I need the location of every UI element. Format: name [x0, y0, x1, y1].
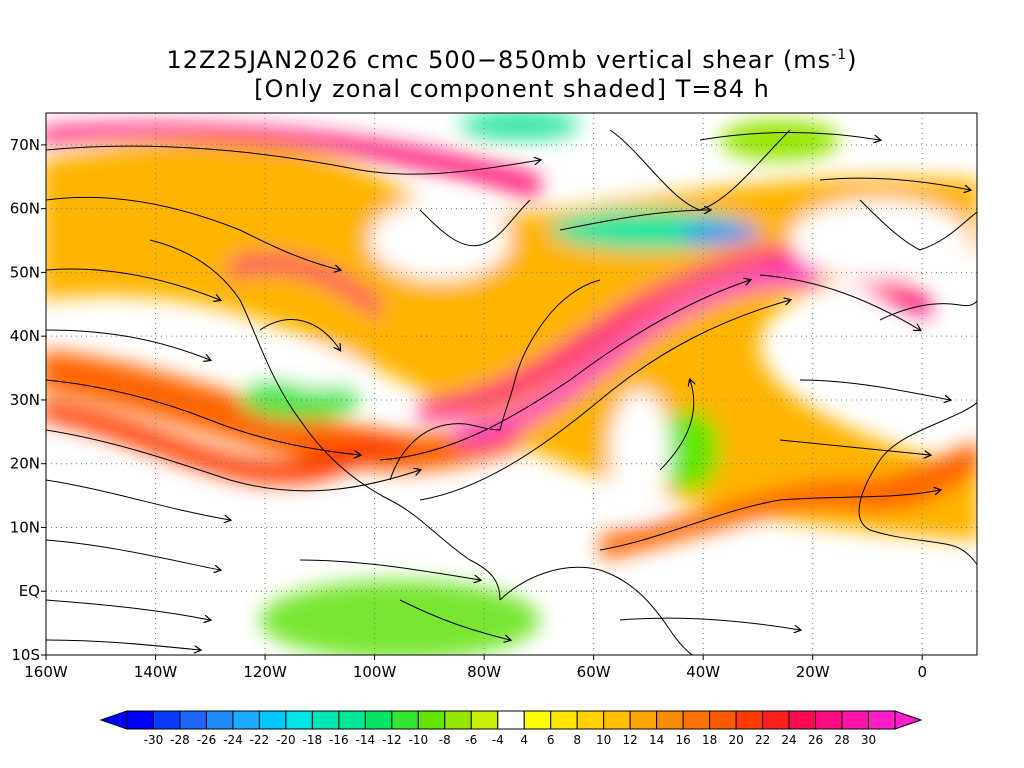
colorbar-swatch [391, 710, 419, 730]
lon-tick-label: 60W [577, 663, 611, 681]
lat-tick-label: EQ [19, 582, 40, 600]
colorbar-label: -28 [170, 733, 190, 747]
lon-tick-label: 120W [243, 663, 287, 681]
axis-ticks [41, 144, 923, 660]
colorbar-label: 26 [808, 733, 823, 747]
colorbar-swatch [417, 710, 446, 730]
colorbar-label: -20 [276, 733, 296, 747]
lat-tick-label: 40N [10, 327, 40, 345]
colorbar-label: 6 [547, 733, 555, 747]
colorbar [99, 710, 923, 730]
colorbar-swatch [258, 710, 287, 730]
chart-title-line1: 12Z25JAN2026 cmc 500−850mb vertical shea… [166, 46, 858, 74]
colorbar-label: -14 [356, 733, 376, 747]
colorbar-swatch [497, 710, 525, 730]
lat-tick-label: 20N [10, 455, 40, 473]
colorbar-label: 8 [573, 733, 581, 747]
colorbar-label: -26 [197, 733, 217, 747]
colorbar-label: 12 [623, 733, 638, 747]
lat-tick-label: 10N [10, 518, 40, 536]
colorbar-label: -4 [492, 733, 504, 747]
colorbar-swatch [179, 710, 207, 730]
lat-lon-grid [46, 113, 977, 655]
colorbar-swatch [682, 710, 711, 730]
colorbar-label: -12 [382, 733, 402, 747]
lat-tick-label: 50N [10, 263, 40, 281]
colorbar-label: -6 [465, 733, 477, 747]
lon-tick-label: 100W [353, 663, 397, 681]
colorbar-swatch [709, 710, 737, 730]
coastlines [149, 129, 977, 655]
colorbar-label: 16 [675, 733, 690, 747]
lat-tick-label: 30N [10, 391, 40, 409]
colorbar-swatch [285, 710, 313, 730]
colorbar-label: -8 [439, 733, 451, 747]
colorbar-label: -22 [250, 733, 270, 747]
lat-tick-label: 60N [10, 200, 40, 218]
colorbar-label: 24 [781, 733, 796, 747]
lon-tick-label: 140W [134, 663, 178, 681]
lon-tick-label: 20W [796, 663, 830, 681]
lon-tick-label: 80W [467, 663, 501, 681]
colorbar-label: -16 [329, 733, 349, 747]
chart-title-line2: [Only zonal component shaded] T=84 h [254, 75, 770, 103]
colorbar-label: 4 [520, 733, 528, 747]
colorbar-label: 14 [649, 733, 664, 747]
colorbar-swatch [841, 710, 870, 730]
colorbar-max-arrow [894, 710, 923, 730]
colorbar-swatch [550, 710, 578, 730]
lat-tick-label: 70N [10, 136, 40, 154]
colorbar-swatch [815, 710, 843, 730]
colorbar-label: 30 [861, 733, 876, 747]
colorbar-swatch [232, 710, 260, 730]
colorbar-label: 18 [702, 733, 717, 747]
colorbar-label: -10 [409, 733, 429, 747]
colorbar-label: -24 [223, 733, 243, 747]
colorbar-swatch [656, 710, 684, 730]
colorbar-label: 28 [834, 733, 849, 747]
colorbar-swatch [788, 710, 817, 730]
colorbar-swatch [868, 710, 896, 730]
colorbar-label: 20 [728, 733, 743, 747]
colorbar-swatch [576, 710, 605, 730]
colorbar-swatch [152, 710, 181, 730]
colorbar-swatch [629, 710, 658, 730]
lat-tick-label: 10S [11, 646, 40, 664]
colorbar-labels: -30 -28 -26 -24 -22 -20 -18 -16 -14 -12 -10 -8 -6 -4 4… [144, 733, 876, 747]
lon-tick-label: 0 [917, 663, 927, 681]
colorbar-label: 22 [755, 733, 770, 747]
colorbar-swatch [603, 710, 631, 730]
colorbar-min-arrow [99, 710, 128, 730]
longitude-labels: 160W 140W 120W 100W 80W 60W 40W 20W 0 [24, 663, 927, 681]
colorbar-swatch [126, 710, 154, 730]
colorbar-swatch [470, 710, 499, 730]
colorbar-swatch [735, 710, 764, 730]
colorbar-swatch [444, 710, 472, 730]
colorbar-swatch [311, 710, 340, 730]
colorbar-swatch [338, 710, 366, 730]
colorbar-swatch [205, 710, 234, 730]
latitude-labels: 70N 60N 50N 40N 30N 20N 10N EQ 10S [10, 136, 40, 664]
streamlines [46, 132, 970, 651]
colorbar-swatch [762, 710, 790, 730]
colorbar-label: -30 [144, 733, 164, 747]
shear-shading [46, 113, 977, 655]
colorbar-swatch [523, 710, 552, 730]
map-frame [45, 112, 978, 656]
lon-tick-label: 160W [24, 663, 68, 681]
lon-tick-label: 40W [686, 663, 720, 681]
colorbar-label: -18 [303, 733, 323, 747]
colorbar-label: 10 [596, 733, 611, 747]
colorbar-swatch [364, 710, 393, 730]
